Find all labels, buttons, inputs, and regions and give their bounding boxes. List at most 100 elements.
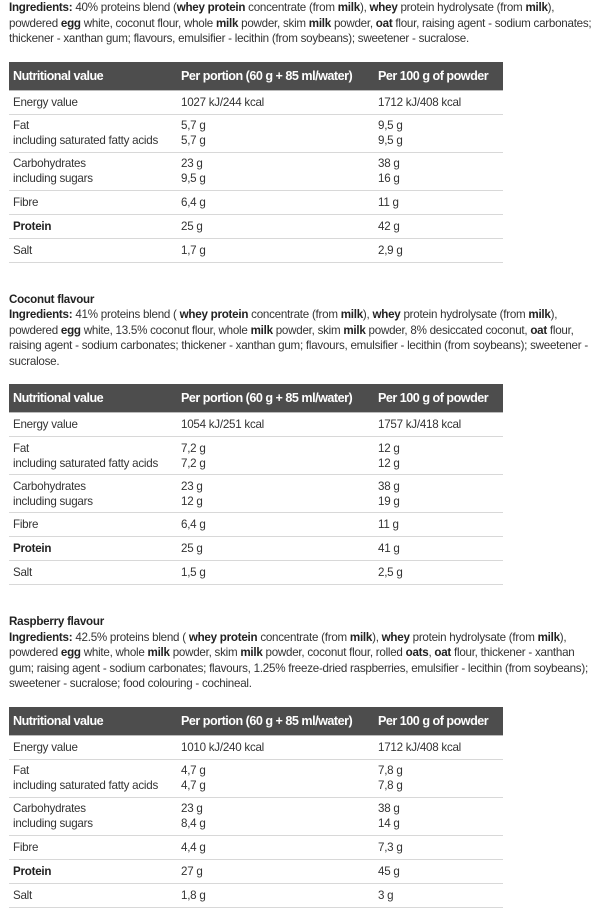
ingredient-text: white, 13.5% coconut flour, whole <box>80 323 251 337</box>
ingredient-text: powder, skim <box>272 323 344 337</box>
ingredient-text: powder, skim <box>169 646 241 659</box>
cell-value: 27 g <box>181 864 203 878</box>
cell-value: including saturated fatty acids <box>13 134 158 147</box>
cell-value: 12 g <box>378 441 400 455</box>
column-header: Nutritional value <box>9 384 177 413</box>
table-cell-portion: 25 g <box>177 536 374 561</box>
table-cell-portion: 4,7 g 4,7 g <box>177 759 374 798</box>
table-row: Fibre 4,4 g 7,3 g <box>9 835 503 860</box>
cell-value: 14 g <box>378 817 400 830</box>
cell-value: 5,7 g <box>181 119 206 132</box>
cell-value: 5,7 g <box>181 134 206 147</box>
nutrition-table: Nutritional value Per portion (60 g + 85 … <box>9 61 503 263</box>
table-cell-portion: 4,4 g <box>177 835 374 860</box>
table-row: Protein 25 g 42 g <box>9 214 503 239</box>
ingredient-bold: milk <box>308 16 331 30</box>
ingredient-text: concentrate (from <box>257 630 350 644</box>
cell-value: 3 g <box>378 888 394 902</box>
ingredient-text: protein hydrolysate (from <box>397 1 526 14</box>
table-cell-per100: 38 g 14 g <box>374 797 503 836</box>
flavour-section: Raspberry flavour Ingredients: 42.5% prot… <box>9 614 596 908</box>
cell-value: 9,5 g <box>378 134 403 147</box>
cell-value: 16 g <box>378 172 400 185</box>
table-cell-per100: 7,3 g <box>374 835 503 860</box>
cell-value: 11 g <box>378 518 399 531</box>
table-cell-per100: 11 g <box>374 190 503 215</box>
cell-value: 38 g <box>378 479 400 493</box>
column-header: Nutritional value <box>9 61 177 91</box>
table-cell-label: Salt <box>9 560 177 585</box>
cell-value: Salt <box>13 888 32 902</box>
ingredient-text: ), powdered <box>9 308 558 337</box>
cell-value: including saturated fatty acids <box>13 456 158 470</box>
table-cell-portion: 1,8 g <box>177 883 374 908</box>
cell-value: including sugars <box>13 172 93 185</box>
ingredient-text: 40% proteins blend ( <box>72 1 177 14</box>
ingredient-text: concentrate (from <box>245 1 338 14</box>
ingredient-text: ), <box>372 630 382 644</box>
table-cell-per100: 1757 kJ/418 kcal <box>374 412 503 437</box>
cell-value: Fibre <box>13 518 39 531</box>
table-cell-portion: 1010 kJ/240 kcal <box>177 735 374 760</box>
cell-value: 23 g <box>181 479 203 493</box>
ingredient-text: flour, raising agent - sodium carbonates… <box>9 16 592 46</box>
table-row: Carbohydrates including sugars 23 g 8,4 g 38… <box>9 797 503 836</box>
table-row: Protein 27 g 45 g <box>9 859 503 884</box>
cell-value: Fat <box>13 764 30 777</box>
cell-value: 7,2 g <box>181 441 206 455</box>
cell-value: 19 g <box>378 494 400 508</box>
cell-value: 9,5 g <box>378 119 403 132</box>
cell-value: Energy value <box>13 740 78 754</box>
cell-value: 41 g <box>378 542 400 555</box>
ingredient-text: flour, thickener - xanthan gum; raising … <box>9 646 588 690</box>
nutrition-table: Nutritional value Per portion (60 g + 85 … <box>9 706 503 908</box>
column-header: Nutritional value <box>9 706 177 736</box>
cell-value: 1,7 g <box>181 243 206 257</box>
cell-value: Fat <box>13 119 30 132</box>
cell-value: 7,8 g <box>378 779 403 792</box>
table-cell-label: Fibre <box>9 190 177 215</box>
cell-value: 9,5 g <box>181 172 206 185</box>
flavour-title: Raspberry flavour <box>9 615 104 628</box>
ingredient-bold: whey protein <box>179 308 249 321</box>
cell-value: Salt <box>13 566 32 579</box>
cell-value: Carbohydrates <box>13 802 86 815</box>
cell-value: Protein <box>13 864 52 878</box>
nutrition-table: Nutritional value Per portion (60 g + 85 … <box>9 384 503 585</box>
table-cell-label: Energy value <box>9 412 177 437</box>
ingredient-bold: oat <box>434 646 452 659</box>
ingredient-text: ), powdered <box>9 630 567 660</box>
cell-value: Carbohydrates <box>13 479 86 493</box>
ingredient-bold: oat <box>530 323 547 337</box>
table-cell-portion: 1054 kJ/251 kcal <box>177 412 374 437</box>
ingredient-bold: milk <box>528 308 551 321</box>
ingredient-text: protein hydrolysate (from <box>409 630 538 644</box>
column-header: Per portion (60 g + 85 ml/water) <box>177 706 374 736</box>
ingredient-bold: milk <box>525 1 548 14</box>
ingredient-text: ), <box>362 308 373 321</box>
table-row: Salt 1,7 g 2,9 g <box>9 238 503 263</box>
ingredient-text: protein hydrolysate (from <box>400 308 529 321</box>
cell-value: Protein <box>13 219 52 233</box>
cell-value: Salt <box>13 243 32 257</box>
ingredient-bold: oats <box>405 646 429 659</box>
cell-value: 42 g <box>378 219 400 233</box>
ingredient-bold: milk <box>337 1 360 14</box>
table-cell-per100: 45 g <box>374 859 503 884</box>
ingredient-text: white, whole <box>80 646 148 659</box>
ingredient-bold: Ingredients: <box>9 630 73 644</box>
ingredient-bold: egg <box>60 16 81 30</box>
ingredient-text: , <box>428 646 435 659</box>
cell-value: 25 g <box>181 542 203 555</box>
ingredient-bold: milk <box>147 646 170 659</box>
table-cell-label: Energy value <box>9 735 177 760</box>
cell-value: 6,4 g <box>181 518 206 531</box>
ingredient-bold: egg <box>60 646 81 659</box>
cell-value: 7,8 g <box>378 764 403 777</box>
table-cell-portion: 27 g <box>177 859 374 884</box>
table-cell-label: Salt <box>9 238 177 263</box>
cell-value: 23 g <box>181 157 203 170</box>
ingredient-bold: whey <box>381 630 410 644</box>
